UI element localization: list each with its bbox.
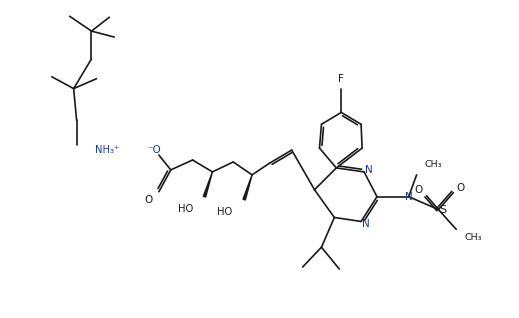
Polygon shape	[243, 175, 252, 200]
Text: O: O	[145, 195, 153, 205]
Text: HO: HO	[179, 204, 194, 214]
Text: HO: HO	[217, 206, 232, 217]
Text: N: N	[405, 192, 413, 202]
Text: F: F	[338, 74, 344, 84]
Text: N: N	[365, 165, 373, 175]
Text: N: N	[362, 219, 370, 229]
Text: O: O	[456, 183, 465, 193]
Polygon shape	[203, 172, 212, 197]
Text: O: O	[415, 185, 422, 195]
Text: CH₃: CH₃	[464, 233, 482, 242]
Text: S: S	[439, 204, 446, 215]
Text: NH₃⁺: NH₃⁺	[95, 145, 120, 155]
Text: CH₃: CH₃	[425, 161, 442, 169]
Text: ⁻O: ⁻O	[147, 145, 161, 155]
